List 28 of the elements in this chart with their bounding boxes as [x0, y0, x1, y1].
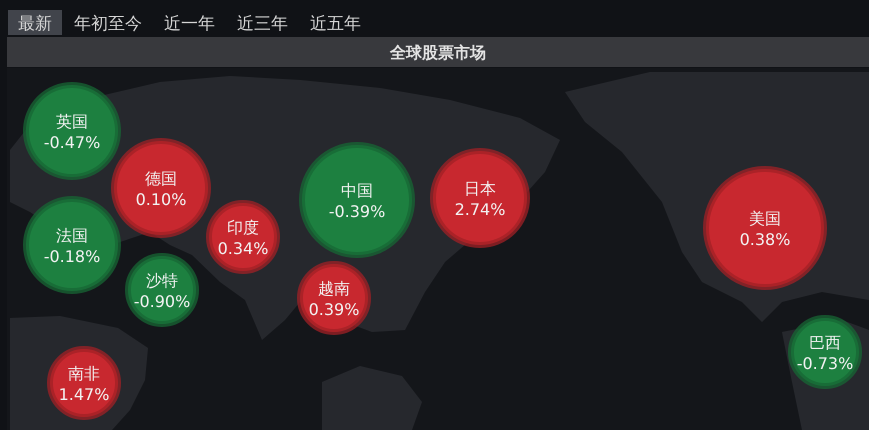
- data-label: -0.90%: [134, 292, 190, 311]
- text: 近一年: [164, 14, 215, 34]
- data-label: -0.18%: [44, 247, 100, 266]
- data-label: -0.73%: [796, 354, 854, 373]
- data-label: 0.38%: [740, 230, 790, 249]
- text: 全球股票市场: [389, 43, 486, 62]
- category-label: 英国: [56, 112, 88, 131]
- category-label: 巴西: [809, 333, 841, 352]
- category-label: 印度: [227, 218, 259, 237]
- data-label: 0.10%: [136, 190, 186, 209]
- category-label: 中国: [341, 181, 373, 200]
- data-label: 0.39%: [308, 300, 360, 319]
- category-label: 日本: [464, 179, 496, 198]
- data-label: 1.47%: [58, 385, 110, 404]
- text: 年初至今: [74, 14, 142, 34]
- category-label: 美国: [749, 209, 781, 228]
- data-label: 0.34%: [218, 239, 268, 258]
- text: 最新: [18, 14, 52, 34]
- category-label: 沙特: [146, 271, 178, 290]
- category-label: 南非: [68, 364, 100, 383]
- text: 近五年: [310, 14, 361, 34]
- data-label: 2.74%: [454, 200, 506, 219]
- category-label: 德国: [145, 169, 177, 188]
- category-label: 法国: [56, 226, 88, 245]
- data-label: -0.47%: [44, 133, 100, 152]
- text: 近三年: [237, 14, 288, 34]
- data-label: -0.39%: [328, 202, 386, 221]
- category-label: 越南: [318, 279, 350, 298]
